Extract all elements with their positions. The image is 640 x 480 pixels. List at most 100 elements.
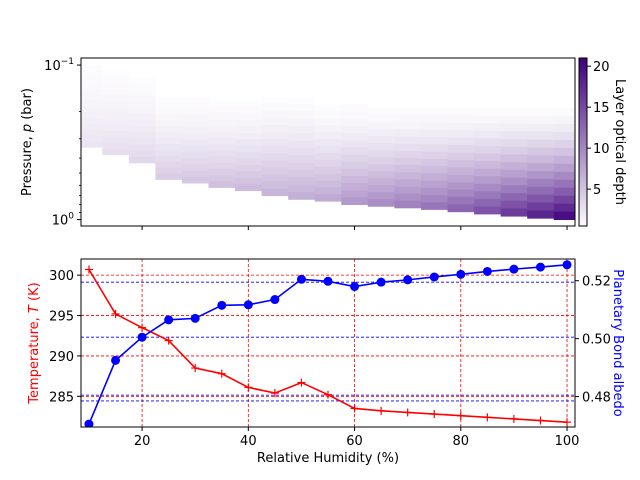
heatmap-cell [500, 193, 528, 202]
heatmap-cell [314, 139, 342, 147]
heatmap-cell [553, 116, 575, 125]
heatmap-cell [81, 129, 103, 136]
colorbar: 5 10 15 20 Layer optical depth [578, 57, 627, 227]
albedo-point [323, 276, 333, 286]
heatmap-cell [181, 170, 209, 178]
heatmap-y-axis-label-unit: (bar) [20, 88, 35, 124]
heatmap-cell [155, 149, 183, 157]
heatmap-cell [527, 210, 555, 219]
heatmap-cell [314, 145, 342, 154]
heatmap-cell [553, 139, 575, 149]
heatmap-cell [394, 108, 422, 116]
heatmap-cell [394, 136, 422, 145]
heatmap-cell [181, 121, 209, 128]
heatmap-cell [288, 155, 316, 164]
heatmap-cell [420, 144, 448, 152]
heatmap-cell [420, 158, 448, 167]
heatmap-cell [420, 129, 448, 138]
heatmap-cell [155, 167, 183, 174]
heatmap-cell [314, 104, 342, 112]
heatmap-cell [261, 124, 289, 133]
heatmap-cell [288, 140, 316, 149]
temperature-point [84, 265, 93, 274]
x-tick-label: 80 [453, 434, 470, 449]
heatmap-cell [81, 65, 103, 72]
heatmap-column [128, 77, 156, 164]
heatmap-cell [81, 135, 103, 142]
heatmap-column [181, 96, 209, 184]
heatmap-cell [102, 136, 130, 144]
heatmap-cell [181, 176, 209, 184]
albedo-point [535, 262, 545, 272]
heatmap-cell [474, 153, 502, 162]
heatmap-cell [181, 158, 209, 165]
heatmap-cell [235, 126, 262, 134]
heatmap-cell [208, 125, 236, 133]
heatmap-cell [102, 130, 130, 138]
heatmap-column [102, 71, 130, 156]
heatmap-cell [235, 184, 262, 192]
heatmap-cell [128, 150, 156, 158]
heatmap-cell [181, 102, 209, 110]
temperature-point [324, 390, 332, 399]
heatmap-cell [102, 107, 130, 114]
heatmap-cell [261, 153, 289, 161]
heatmap-cell [447, 167, 475, 176]
heatmap-cell [341, 190, 369, 198]
temperature-point [483, 413, 492, 422]
heatmap-cell [394, 129, 422, 138]
heatmap-cell [553, 179, 575, 189]
heatmap-axes-frame [80, 57, 576, 227]
heatmap-cell [128, 114, 156, 121]
heatmap-cell [527, 116, 555, 125]
right-y-tick-label: 0.48 [582, 391, 611, 406]
heatmap-cell [235, 158, 262, 166]
heatmap-cell [420, 187, 448, 196]
heatmap-cell [394, 172, 422, 180]
heatmap-cell [81, 100, 103, 107]
heatmap-cell [261, 96, 289, 105]
heatmap-cell [367, 136, 395, 144]
heatmap-cell [155, 102, 183, 109]
temperature-point [403, 408, 412, 417]
heatmap-cell [420, 108, 448, 116]
temperature-point [377, 406, 386, 415]
heatmap-cell [527, 155, 555, 164]
heatmap-cell [181, 108, 209, 116]
colorbar-frame [578, 57, 588, 227]
heatmap-cell [102, 101, 130, 108]
heatmap-cell [181, 139, 209, 147]
colorbar-gradient [579, 58, 587, 226]
heatmap-cell [447, 152, 475, 161]
heatmap-cell [447, 196, 475, 205]
heatmap-cell [474, 115, 502, 124]
heatmap-cell [500, 162, 528, 171]
heatmap-cell [314, 132, 342, 140]
heatmap-cell [341, 140, 369, 148]
albedo-point [509, 264, 519, 274]
heatmap-cell [447, 174, 475, 183]
left-y-axis-label: Temperature, T (K) [27, 282, 42, 404]
heatmap-cell [500, 115, 528, 124]
heatmap-cell [235, 113, 262, 121]
heatmap-cell [394, 165, 422, 173]
heatmap-cell [341, 176, 369, 184]
heatmap-cell [394, 193, 422, 202]
colorbar-label: Layer optical depth [612, 79, 627, 205]
heatmap-cell [367, 143, 395, 151]
temperature-point [244, 383, 253, 392]
heatmap-cell [553, 132, 575, 141]
heatmap-cell [447, 145, 475, 153]
heatmap-cell [367, 115, 395, 123]
heatmap-cell [208, 144, 236, 151]
heatmap-cell [527, 108, 555, 117]
heatmap-cell [102, 83, 130, 90]
heatmap-cell [394, 200, 422, 209]
heatmap-cell [128, 144, 156, 152]
heatmap-cell [261, 181, 289, 189]
heatmap-column [553, 108, 575, 220]
line-right-y-ticks: 0.48 0.50 0.52 [575, 275, 611, 406]
heatmap-cell [181, 127, 209, 135]
heatmap-column [341, 104, 369, 206]
heatmap-cell [367, 108, 395, 116]
